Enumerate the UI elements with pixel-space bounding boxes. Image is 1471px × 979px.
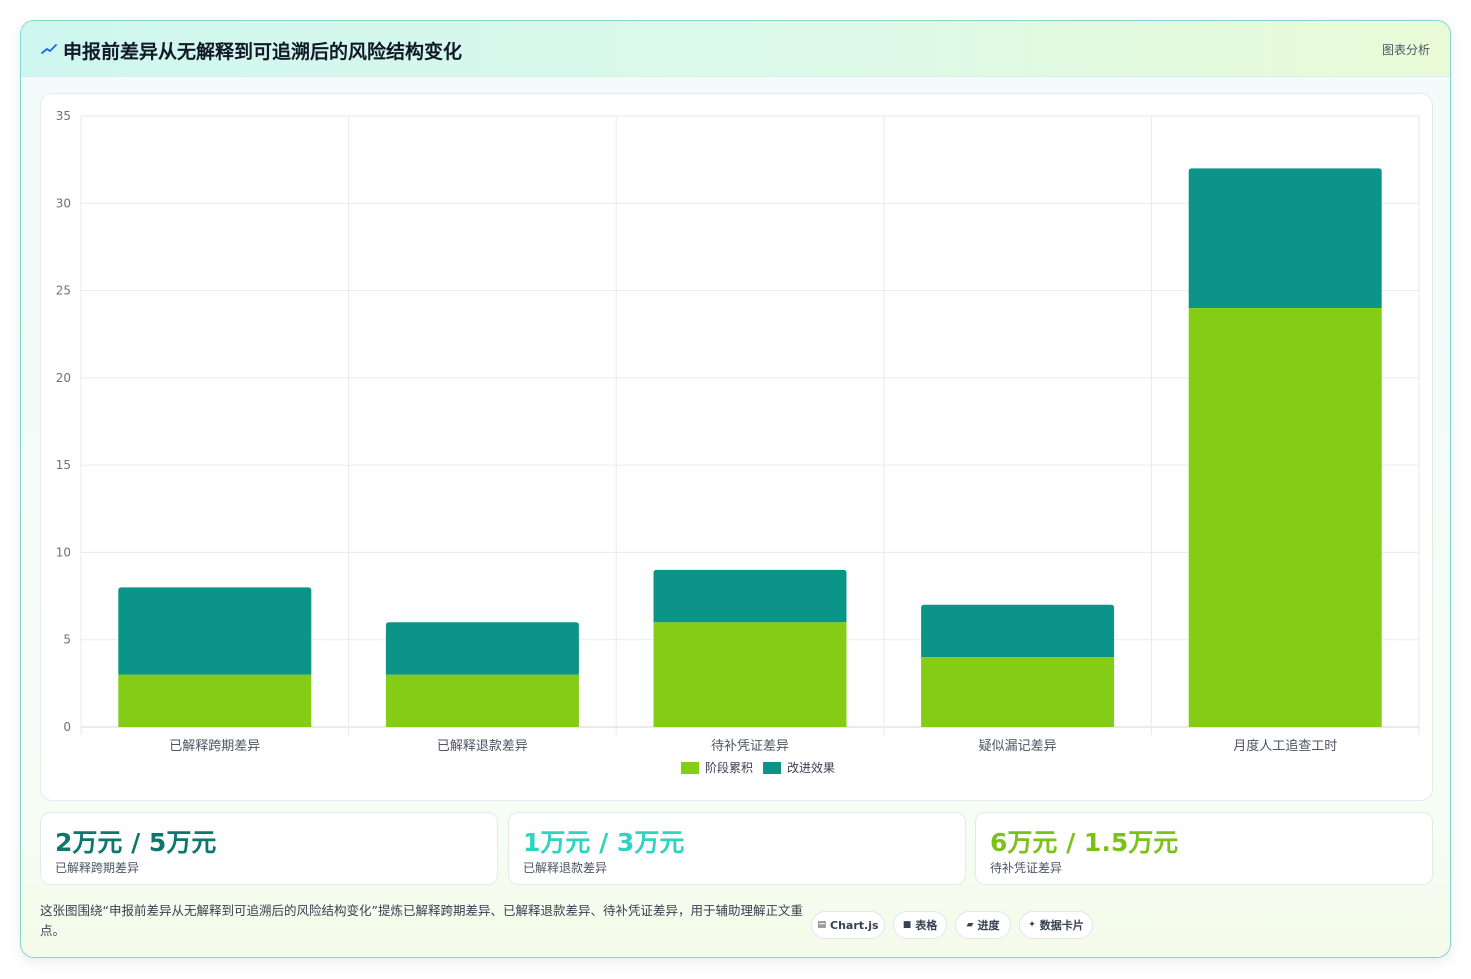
legend-label: 改进效果: [787, 760, 835, 775]
plot-panel: 0 5 10 15 20 25 30 35 已解释跨期差异 已解释退款差异 待补凭证差异 疑似漏记差异…: [40, 93, 1433, 801]
bar-segment: [921, 604, 1115, 658]
tag-progress[interactable]: ▰ 进度: [955, 911, 1011, 939]
stat-value: 2万元 / 5万元: [55, 828, 217, 857]
tag-data-card[interactable]: ✦ 数据卡片: [1019, 911, 1093, 939]
table-icon: ■: [902, 920, 912, 930]
chart-icon: ▤: [817, 920, 826, 930]
bar-segment: [1188, 168, 1382, 309]
legend-label: 阶段累积: [705, 760, 753, 775]
sparkle-icon: ✦: [1028, 920, 1036, 930]
stat-value: 1万元 / 3万元: [523, 828, 685, 857]
legend-swatch: [763, 762, 781, 774]
bar-segment: [653, 622, 847, 727]
progress-icon: ▰: [966, 920, 974, 930]
stat-card-refund: 1万元 / 3万元 已解释退款差异: [508, 812, 966, 885]
stat-value: 6万元 / 1.5万元: [990, 828, 1179, 857]
stat-label: 待补凭证差异: [990, 861, 1063, 875]
stacked-bar-chart: 0 5 10 15 20 25 30 35 已解释跨期差异 已解释退款差异 待补凭证差异 疑似漏记差异…: [56, 109, 1420, 775]
tag-chartjs[interactable]: ▤ Chart.js: [811, 911, 885, 939]
chart-footnote: 这张图围绕“申报前差异从无解释到可追溯后的风险结构变化”提炼已解释跨期差异、已解…: [40, 903, 803, 938]
tag-label: Chart.js: [830, 918, 879, 932]
y-tick-label: 0: [63, 720, 71, 734]
bar-segment: [118, 674, 312, 727]
y-tick-label: 35: [56, 109, 71, 123]
tag-label: 表格: [915, 919, 938, 932]
y-tick-label: 5: [63, 633, 71, 647]
chart-analysis-badge: 图表分析: [1381, 43, 1430, 57]
bar-segment: [385, 622, 579, 675]
bar-segment: [385, 674, 579, 727]
card-header: 申报前差异从无解释到可追溯后的风险结构变化 图表分析: [21, 21, 1450, 77]
tag-label: 数据卡片: [1039, 919, 1084, 932]
trend-line-icon: [41, 44, 57, 54]
y-tick-label: 25: [56, 284, 71, 298]
stat-card-pending-voucher: 6万元 / 1.5万元 待补凭证差异: [975, 812, 1433, 885]
x-tick-label: 已解释跨期差异: [169, 739, 260, 754]
tag-label: 进度: [977, 919, 1000, 932]
stat-label: 已解释跨期差异: [55, 861, 140, 875]
stat-label: 已解释退款差异: [523, 861, 608, 875]
y-tick-label: 30: [56, 196, 71, 210]
y-tick-label: 15: [56, 458, 71, 472]
bar-segment: [653, 569, 847, 623]
y-tick-label: 10: [56, 545, 71, 559]
x-tick-label: 待补凭证差异: [711, 739, 789, 754]
stat-card-cross-period: 2万元 / 5万元 已解释跨期差异: [40, 812, 498, 885]
tag-table[interactable]: ■ 表格: [893, 911, 947, 939]
bar-segment: [1188, 308, 1382, 727]
x-tick-label: 月度人工追查工时: [1233, 738, 1337, 754]
legend-swatch: [681, 762, 699, 774]
y-tick-label: 20: [56, 371, 71, 385]
x-tick-label: 疑似漏记差异: [979, 738, 1057, 754]
bar-segment: [921, 657, 1115, 727]
page-title: 申报前差异从无解释到可追溯后的风险结构变化: [63, 41, 463, 63]
bar-segment: [118, 587, 312, 675]
x-tick-label: 已解释退款差异: [437, 739, 528, 754]
chart-card: 申报前差异从无解释到可追溯后的风险结构变化 图表分析 0 5 10 15 20 25 30 3…: [20, 20, 1451, 958]
